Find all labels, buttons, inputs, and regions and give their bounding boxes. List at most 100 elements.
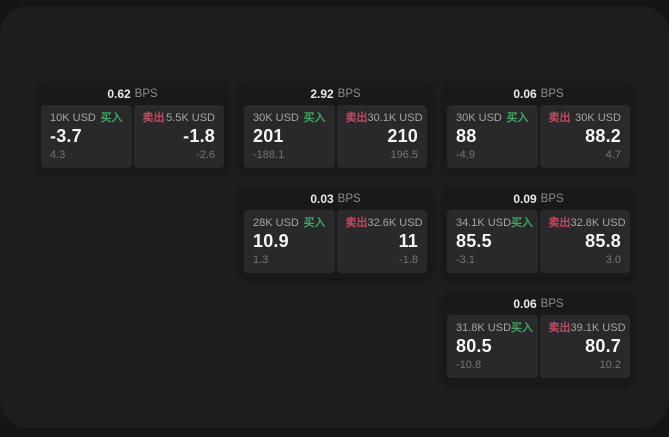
spread-header: 0.06 BPS <box>443 83 634 105</box>
sell-tile-header: 卖出 32.8K USD <box>548 217 626 229</box>
sell-tile-header: 卖出 39.1K USD <box>548 322 626 334</box>
sell-side-label: 卖出 <box>548 112 571 124</box>
sell-price: 210 <box>387 126 418 146</box>
quote-card: 2.92 BPS 30K USD 买入 201 -188.1 卖出 30.1K U… <box>240 83 431 173</box>
buy-price-tile[interactable]: 34.1K USD 买入 85.5 -3.1 <box>447 210 538 273</box>
buy-tile-header: 30K USD 买入 <box>456 112 529 124</box>
spread-value: 0.06 <box>513 297 537 311</box>
buy-side-label: 买入 <box>303 217 326 229</box>
sell-tile-header: 卖出 5.5K USD <box>143 112 216 124</box>
buy-price: -3.7 <box>50 126 82 146</box>
buy-tile-header: 28K USD 买入 <box>253 217 326 229</box>
spread-value: 2.92 <box>310 87 334 101</box>
sell-tile-header: 卖出 32.6K USD <box>345 217 423 229</box>
spread-unit-label: BPS <box>540 298 564 310</box>
buy-delta: -3.1 <box>456 254 475 266</box>
buy-delta: -10.8 <box>456 359 482 371</box>
spread-unit-label: BPS <box>540 88 564 100</box>
buy-price-tile[interactable]: 28K USD 买入 10.9 1.3 <box>244 210 335 273</box>
buy-price: 88 <box>456 126 477 146</box>
buy-price: 85.5 <box>456 231 492 251</box>
sell-delta: -1.8 <box>399 254 418 266</box>
sell-price: 80.7 <box>585 336 621 356</box>
price-panels: 31.8K USD 买入 80.5 -10.8 卖出 39.1K USD 80.… <box>443 315 634 378</box>
buy-price-tile[interactable]: 30K USD 买入 201 -188.1 <box>244 105 335 168</box>
sell-size-label: 32.8K USD <box>570 217 626 229</box>
buy-side-label: 买入 <box>303 112 326 124</box>
buy-tile-header: 30K USD 买入 <box>253 112 326 124</box>
buy-price: 80.5 <box>456 336 492 356</box>
buy-side-label: 买入 <box>511 217 534 229</box>
sell-price: 85.8 <box>585 231 621 251</box>
sell-side-label: 卖出 <box>345 112 368 124</box>
sell-price-tile[interactable]: 卖出 32.6K USD 11 -1.8 <box>336 210 427 273</box>
quote-card: 0.06 BPS 31.8K USD 买入 80.5 -10.8 卖出 39.1K… <box>443 293 634 383</box>
spread-unit-label: BPS <box>337 193 361 205</box>
sell-size-label: 32.6K USD <box>367 217 423 229</box>
quote-card: 0.09 BPS 34.1K USD 买入 85.5 -3.1 卖出 32.8K … <box>443 188 634 278</box>
sell-price-tile[interactable]: 卖出 5.5K USD -1.8 -2.6 <box>133 105 224 168</box>
sell-delta: 196.5 <box>390 149 418 161</box>
sell-price: -1.8 <box>183 126 215 146</box>
sell-size-label: 5.5K USD <box>166 112 215 124</box>
sell-size-label: 30.1K USD <box>367 112 423 124</box>
sell-price-tile[interactable]: 卖出 32.8K USD 85.8 3.0 <box>539 210 630 273</box>
buy-delta: -4.9 <box>456 149 475 161</box>
price-panels: 28K USD 买入 10.9 1.3 卖出 32.6K USD 11 -1.8 <box>240 210 431 273</box>
buy-delta: 1.3 <box>253 254 269 266</box>
spread-unit-label: BPS <box>337 88 361 100</box>
spread-unit-label: BPS <box>134 88 158 100</box>
buy-price-tile[interactable]: 31.8K USD 买入 80.5 -10.8 <box>447 315 538 378</box>
buy-price: 10.9 <box>253 231 289 251</box>
sell-price: 88.2 <box>585 126 621 146</box>
spread-value: 0.09 <box>513 192 537 206</box>
price-panels: 30K USD 买入 88 -4.9 卖出 30K USD 88.2 4.7 <box>443 105 634 168</box>
price-panels: 34.1K USD 买入 85.5 -3.1 卖出 32.8K USD 85.8… <box>443 210 634 273</box>
spread-header: 2.92 BPS <box>240 83 431 105</box>
buy-side-label: 买入 <box>506 112 529 124</box>
buy-side-label: 买入 <box>100 112 123 124</box>
sell-side-label: 卖出 <box>142 112 165 124</box>
quote-card: 0.06 BPS 30K USD 买入 88 -4.9 卖出 30K USD 88… <box>443 83 634 173</box>
sell-price: 11 <box>398 231 418 251</box>
spread-value: 0.03 <box>310 192 334 206</box>
buy-size-label: 31.8K USD <box>456 322 512 334</box>
sell-price-tile[interactable]: 卖出 30K USD 88.2 4.7 <box>539 105 630 168</box>
quote-card: 0.62 BPS 10K USD 买入 -3.7 4.3 卖出 5.5K USD … <box>37 83 228 173</box>
sell-side-label: 卖出 <box>548 322 571 334</box>
buy-tile-header: 10K USD 买入 <box>50 112 123 124</box>
sell-delta: 3.0 <box>605 254 621 266</box>
spread-header: 0.09 BPS <box>443 188 634 210</box>
sell-tile-header: 卖出 30.1K USD <box>345 112 423 124</box>
spread-header: 0.06 BPS <box>443 293 634 315</box>
sell-size-label: 39.1K USD <box>570 322 626 334</box>
price-panels: 10K USD 买入 -3.7 4.3 卖出 5.5K USD -1.8 -2.… <box>37 105 228 168</box>
sell-price-tile[interactable]: 卖出 39.1K USD 80.7 10.2 <box>539 315 630 378</box>
sell-side-label: 卖出 <box>548 217 571 229</box>
buy-size-label: 34.1K USD <box>456 217 512 229</box>
spread-header: 0.03 BPS <box>240 188 431 210</box>
price-panels: 30K USD 买入 201 -188.1 卖出 30.1K USD 210 1… <box>240 105 431 168</box>
buy-size-label: 30K USD <box>253 112 299 124</box>
buy-size-label: 10K USD <box>50 112 96 124</box>
sell-price-tile[interactable]: 卖出 30.1K USD 210 196.5 <box>336 105 427 168</box>
quote-card: 0.03 BPS 28K USD 买入 10.9 1.3 卖出 32.6K USD… <box>240 188 431 278</box>
buy-tile-header: 31.8K USD 买入 <box>456 322 533 334</box>
spread-value: 0.06 <box>513 87 537 101</box>
buy-delta: -188.1 <box>253 149 285 161</box>
buy-tile-header: 34.1K USD 买入 <box>456 217 533 229</box>
buy-size-label: 28K USD <box>253 217 299 229</box>
sell-size-label: 30K USD <box>575 112 621 124</box>
sell-delta: 4.7 <box>605 149 621 161</box>
sell-delta: 10.2 <box>599 359 621 371</box>
buy-side-label: 买入 <box>511 322 534 334</box>
sell-side-label: 卖出 <box>345 217 368 229</box>
spread-value: 0.62 <box>107 87 131 101</box>
sell-tile-header: 卖出 30K USD <box>549 112 622 124</box>
buy-price-tile[interactable]: 10K USD 买入 -3.7 4.3 <box>41 105 132 168</box>
buy-price-tile[interactable]: 30K USD 买入 88 -4.9 <box>447 105 538 168</box>
spread-unit-label: BPS <box>540 193 564 205</box>
buy-price: 201 <box>253 126 284 146</box>
buy-delta: 4.3 <box>50 149 66 161</box>
